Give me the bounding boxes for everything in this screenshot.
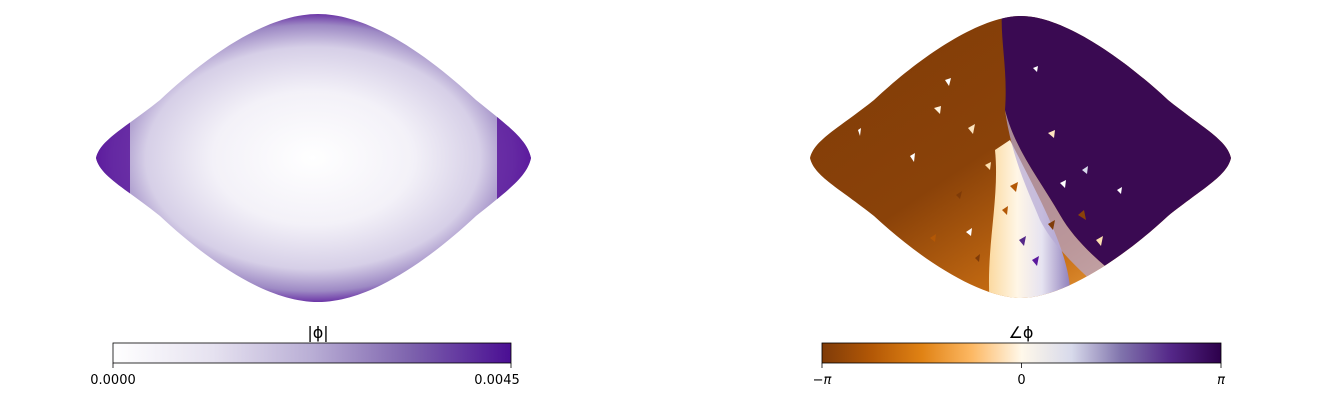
- phase-colorbar: ∠ϕ −π 0 π: [813, 323, 1225, 388]
- phase-map-speckles: [858, 66, 1122, 266]
- phase-tick-zero: 0: [1017, 373, 1025, 388]
- phase-map: [810, 16, 1231, 298]
- phase-map-transition: [1005, 110, 1160, 298]
- magnitude-colorbar: |ϕ| 0.0000 0.0045: [90, 323, 520, 388]
- magnitude-map: [96, 14, 531, 302]
- phase-tick-max: π: [1217, 373, 1225, 388]
- phase-tick-min: −π: [813, 373, 832, 388]
- magnitude-tick-max: 0.0045: [474, 373, 520, 388]
- magnitude-map-right-tip: [497, 110, 531, 206]
- magnitude-colorbar-label: |ϕ|: [307, 323, 328, 342]
- magnitude-tick-min: 0.0000: [90, 373, 136, 388]
- magnitude-map-field: [96, 14, 531, 302]
- phase-colorbar-bar: [821, 342, 1222, 364]
- phase-colorbar-label: ∠ϕ: [1009, 323, 1034, 342]
- magnitude-colorbar-bar: [112, 342, 512, 364]
- phase-map-zero-band: [988, 140, 1071, 298]
- magnitude-map-left-tip: [96, 110, 130, 206]
